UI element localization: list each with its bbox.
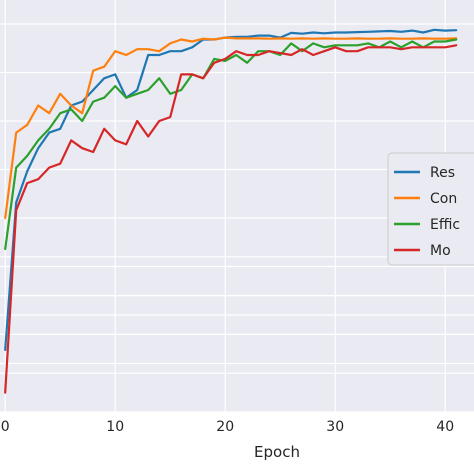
legend-label: Effic — [430, 217, 460, 233]
series-line-con — [4, 36, 458, 220]
legend-label: Mo — [430, 243, 451, 259]
x-axis-label: Epoch — [254, 443, 300, 461]
x-tick-label: 0 — [1, 419, 10, 435]
x-tick-label: 10 — [106, 419, 124, 435]
legend-label: Res — [430, 165, 455, 181]
legend-label: Con — [430, 191, 457, 207]
legend-box — [387, 152, 474, 266]
x-tick-labels: 0 10 20 30 40 — [1, 419, 454, 435]
series-lines — [4, 28, 458, 394]
x-tick-label: 40 — [436, 419, 454, 435]
x-tick-label: 20 — [216, 419, 234, 435]
series-line-mo — [4, 44, 458, 394]
x-tick-label: 30 — [326, 419, 344, 435]
legend: Res Con Effic Mo — [387, 152, 474, 266]
